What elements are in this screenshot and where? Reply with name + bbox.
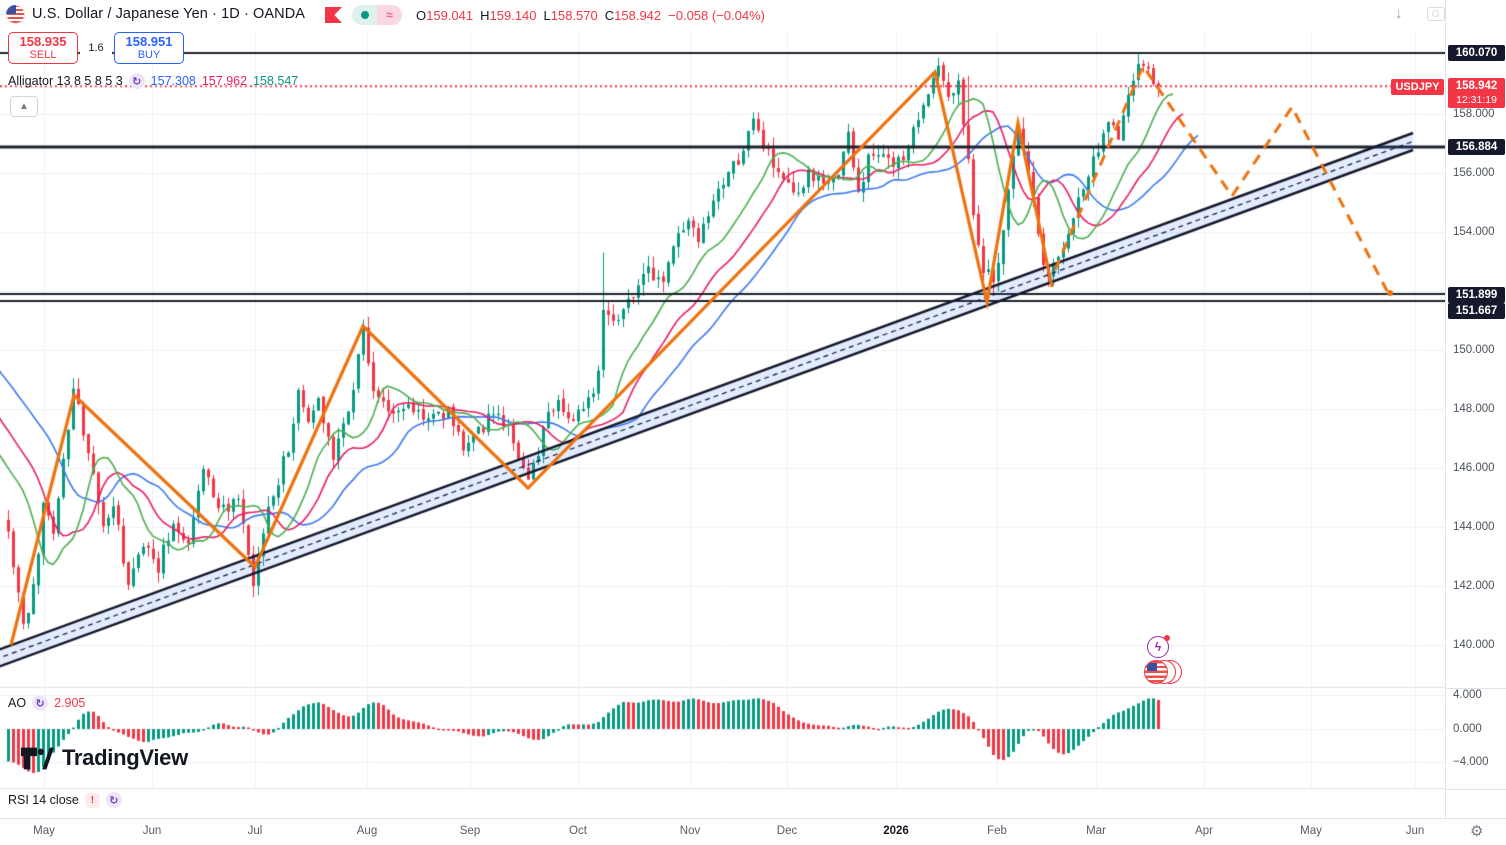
level-price-badge: 160.070 — [1448, 45, 1505, 61]
market-open-icon[interactable] — [352, 5, 377, 25]
low-value: 158.570 — [550, 8, 598, 23]
current-price-badge: 158.942 12:31:19 — [1448, 78, 1505, 108]
buy-label: BUY — [137, 49, 161, 61]
price-tick: 156.000 — [1453, 167, 1495, 179]
level-price-badge: 156.884 — [1448, 139, 1505, 155]
month-label: May — [1300, 825, 1322, 837]
buy-button[interactable]: 158.951 BUY — [114, 32, 184, 64]
ao-legend: AO ↻ 2.905 — [8, 695, 85, 711]
spread-value: 1.6 — [80, 40, 112, 56]
ao-title[interactable]: AO — [8, 696, 27, 710]
price-tick: 146.000 — [1453, 462, 1495, 474]
event-us-economy-icon[interactable] — [1144, 660, 1182, 684]
pane-separator — [1446, 687, 1506, 689]
price-tick: 144.000 — [1453, 521, 1495, 533]
alligator-jaw-value: 157.308 — [150, 74, 196, 88]
price-tick: 158.000 — [1453, 108, 1495, 120]
market-status-pill[interactable]: ≈ — [352, 5, 402, 25]
high-label: H — [480, 8, 490, 23]
tradingview-logo[interactable]: TradingView — [20, 744, 188, 772]
tradingview-logo-text: TradingView — [62, 745, 188, 770]
close-label: C — [604, 8, 615, 23]
month-label: Apr — [1195, 825, 1213, 837]
tradingview-logo-icon — [20, 747, 54, 770]
event-lightning-icon[interactable]: ϟ — [1147, 635, 1170, 658]
main-chart-canvas[interactable] — [0, 0, 1445, 818]
price-tick: 148.000 — [1453, 403, 1495, 415]
collapse-legend-button[interactable]: ▲ — [10, 96, 38, 117]
buy-price: 158.951 — [125, 34, 173, 49]
level-price-badge: 151.667 — [1448, 303, 1505, 319]
open-value: 159.041 — [426, 8, 474, 23]
price-tick: 140.000 — [1453, 639, 1495, 651]
price-tick: 0.000 — [1453, 723, 1482, 735]
price-tick: 154.000 — [1453, 226, 1495, 238]
symbol-price-label: USDJPY — [1391, 79, 1444, 95]
refresh-icon[interactable]: ↻ — [105, 792, 122, 808]
refresh-icon[interactable]: ↻ — [32, 695, 49, 711]
ao-value: 2.905 — [54, 696, 86, 710]
month-label: May — [33, 825, 55, 837]
alligator-teeth-value: 157.962 — [201, 74, 248, 88]
month-label: Aug — [356, 825, 378, 837]
month-label: 2026 — [883, 825, 909, 837]
month-label: Oct — [569, 825, 587, 837]
time-axis[interactable]: ⚙ May Jun Jul Aug Sep Oct Nov Dec 2026 Feb Mar Apr M… — [0, 818, 1506, 845]
bar-countdown: 12:31:19 — [1456, 94, 1497, 106]
alligator-legend: Alligator 13 8 5 8 5 3 ↻ 157.308 157.962… — [8, 73, 298, 89]
sell-label: SELL — [29, 49, 57, 61]
current-price: 158.942 — [1455, 80, 1498, 92]
approx-price-icon[interactable]: ≈ — [377, 5, 402, 25]
axis-settings-icon[interactable]: ⚙ — [1470, 823, 1484, 840]
month-label: Jul — [247, 825, 263, 837]
level-price-badge: 151.899 — [1448, 287, 1505, 303]
download-icon[interactable]: ↓ — [1395, 5, 1403, 22]
camera-icon[interactable] — [1427, 7, 1445, 21]
month-label: Sep — [459, 825, 481, 837]
change-value: −0.058 (−0.04%) — [668, 8, 765, 23]
month-label: Mar — [1086, 825, 1106, 837]
open-label: O — [416, 8, 427, 23]
alligator-lips-value: 158.547 — [253, 74, 299, 88]
price-axis[interactable]: 158.942 12:31:19 158.000 156.000 154.000 15… — [1445, 0, 1506, 818]
refresh-icon[interactable]: ↻ — [128, 73, 145, 89]
alligator-title[interactable]: Alligator 13 8 5 8 5 3 — [8, 74, 123, 88]
high-value: 159.140 — [489, 8, 537, 23]
pane-separator — [1446, 788, 1506, 790]
price-tick: −4.000 — [1453, 756, 1489, 768]
month-label: Jun — [142, 825, 162, 837]
symbol-title[interactable]: U.S. Dollar / Japanese Yen · 1D · OANDA — [32, 6, 306, 22]
close-value: 158.942 — [614, 8, 662, 23]
month-label: Feb — [987, 825, 1007, 837]
low-label: L — [543, 8, 551, 23]
price-tick: 142.000 — [1453, 580, 1495, 592]
warning-icon[interactable]: ! — [84, 792, 100, 808]
top-toolbar: U.S. Dollar / Japanese Yen · 1D · OANDA … — [0, 0, 1506, 30]
rsi-legend: RSI 14 close ! ↻ — [8, 792, 122, 808]
month-label: Jun — [1405, 825, 1425, 837]
price-tick: 4.000 — [1453, 689, 1482, 701]
ohlc-readout: O159.041 H159.140 L158.570 C158.942 −0.058 (… — [416, 8, 772, 23]
month-label: Nov — [679, 825, 701, 837]
usdjpy-pair-icon — [6, 5, 25, 24]
sell-price: 158.935 — [19, 34, 67, 49]
sell-button[interactable]: 158.935 SELL — [8, 32, 78, 64]
flag-icon[interactable] — [325, 7, 342, 23]
rsi-title[interactable]: RSI 14 close — [8, 793, 79, 807]
price-tick: 150.000 — [1453, 344, 1495, 356]
month-label: Dec — [776, 825, 798, 837]
trade-widget: 158.935 SELL 1.6 158.951 BUY — [8, 32, 184, 64]
